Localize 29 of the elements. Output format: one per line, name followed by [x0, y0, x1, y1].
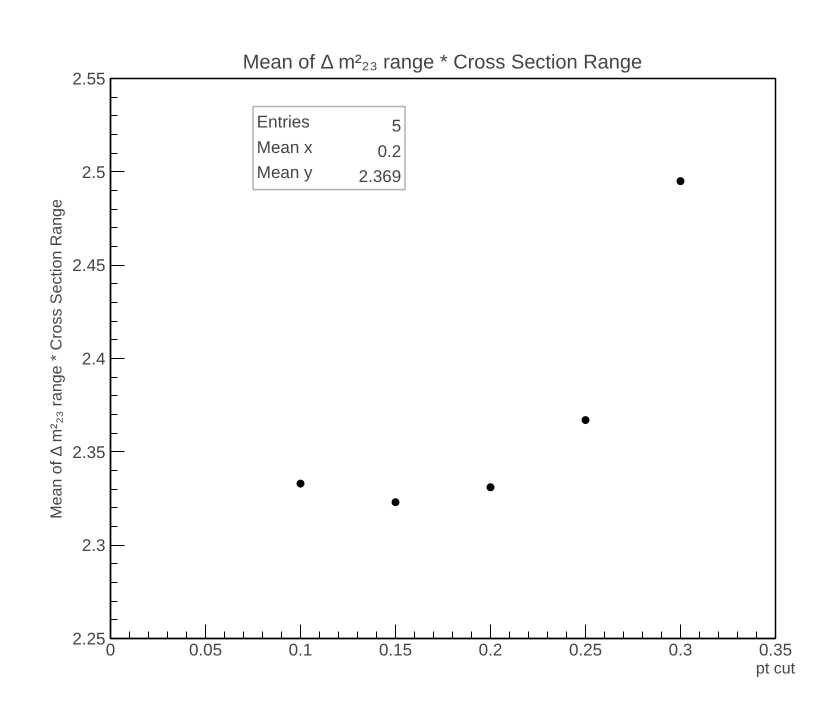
x-tick-label: 0 — [106, 640, 116, 660]
y-tick-label: 2.25 — [72, 630, 106, 648]
annotation: Mean x — [256, 138, 314, 157]
y-tick-label: 2.3 — [82, 536, 106, 556]
y-tick-label: 2.45 — [72, 256, 106, 276]
x-tick-label: 0.15 — [378, 640, 412, 660]
point — [486, 483, 494, 492]
x-axis-title: pt cut — [756, 660, 796, 678]
y-tick-label: 2.4 — [82, 350, 106, 368]
x-tick-label: 0.1 — [288, 640, 312, 660]
x-tick-label: 0.35 — [758, 640, 792, 660]
annotation: 0.2 — [378, 142, 402, 161]
annotation: 2.369 — [358, 167, 402, 186]
annotation: 5 — [392, 116, 402, 136]
y-tick-label: 2.5 — [82, 162, 106, 182]
point — [582, 416, 590, 424]
point — [392, 498, 400, 506]
point — [296, 480, 304, 488]
x-tick-label: 0.25 — [568, 640, 602, 660]
chart-title: Mean of Δ m²₂₃ range * Cross Section Range — [242, 52, 642, 74]
y-tick-label: 2.35 — [72, 442, 106, 462]
x-tick-label: 0.3 — [668, 640, 692, 660]
y-tick-label: 2.55 — [72, 70, 106, 88]
y-axis-title: Mean of Δ m²₂₃ range * Cross Section Range — [48, 199, 66, 519]
x-tick-label: 0.2 — [478, 640, 502, 660]
x-tick-label: 0.05 — [188, 640, 222, 660]
annotation: Entries — [256, 112, 310, 132]
point — [676, 177, 684, 186]
annotation: Mean y — [256, 163, 314, 182]
